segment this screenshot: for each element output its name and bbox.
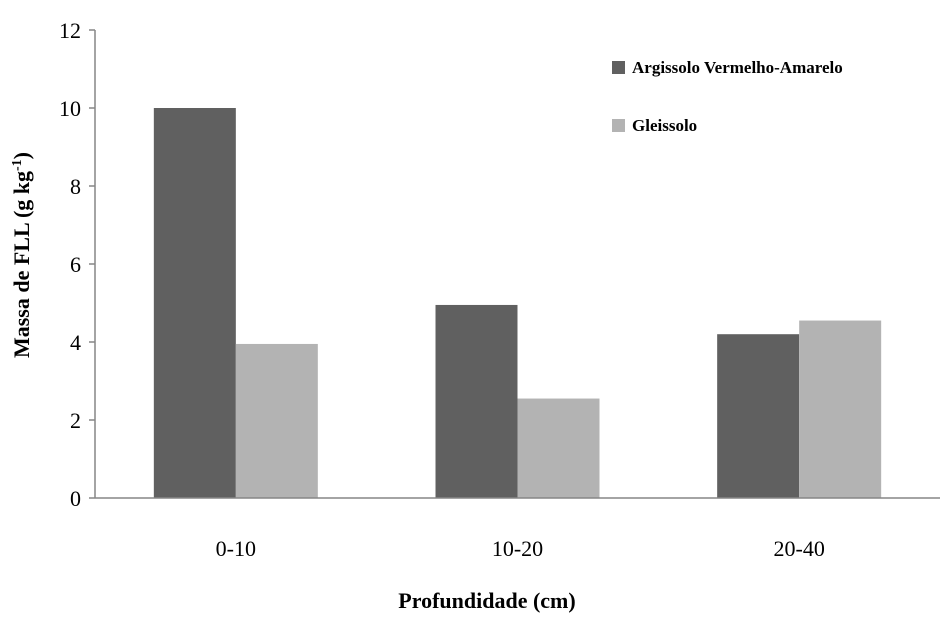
legend-swatch-gleissolo [612,119,625,132]
y-tick-label: 2 [70,408,81,433]
x-axis-title: Profundidade (cm) [398,588,575,613]
bars-group [153,108,882,498]
x-ticks-group: 0-10 10-20 20-40 [216,536,825,561]
y-axis-title: Massa de FLL (g kg-1) [9,152,34,358]
y-axis-title-end: ) [9,152,34,159]
y-tick-label: 12 [59,18,81,43]
x-tick-label: 0-10 [216,536,256,561]
bar-argissolo-20-40 [717,334,800,498]
legend-label-gleissolo: Gleissolo [632,116,697,135]
bar-gleissolo-20-40 [799,320,882,498]
bar-argissolo-0-10 [153,108,236,498]
bar-gleissolo-10-20 [517,398,600,498]
x-tick-label: 20-40 [774,536,825,561]
y-tick-label: 8 [70,174,81,199]
legend-label-argissolo: Argissolo Vermelho-Amarelo [632,58,843,77]
y-tick-label: 4 [70,330,81,355]
legend: Argissolo Vermelho-Amarelo Gleissolo [612,58,843,135]
y-axis-title-superscript: -1 [10,159,25,171]
y-tick-label: 0 [70,486,81,511]
y-tick-label: 10 [59,96,81,121]
y-tick-label: 6 [70,252,81,277]
x-tick-label: 10-20 [492,536,543,561]
y-ticks-group: 0 2 4 6 8 10 12 [59,18,95,511]
legend-swatch-argissolo [612,61,625,74]
bar-gleissolo-0-10 [235,343,318,498]
bar-argissolo-10-20 [435,304,518,498]
